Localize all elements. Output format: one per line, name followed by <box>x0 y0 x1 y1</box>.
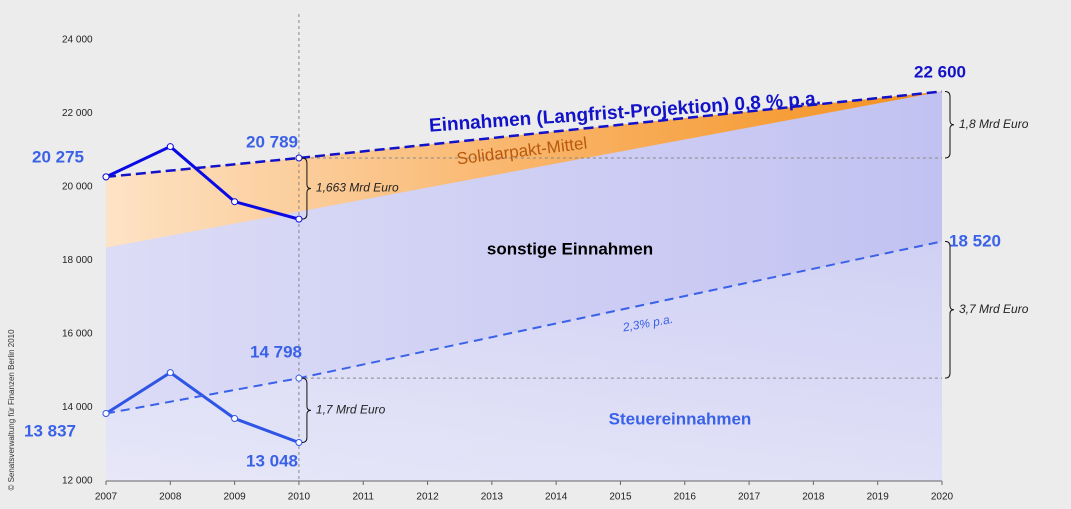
point <box>102 173 110 181</box>
y-tick-label: 20 000 <box>62 182 93 193</box>
x-tick-label: 2020 <box>931 492 954 503</box>
y-tick-label: 18 000 <box>62 255 93 266</box>
point <box>231 415 239 423</box>
series-label: sonstige Einnahmen <box>487 239 653 258</box>
projection-line <box>105 90 943 179</box>
series-label: Steuereinnahmen <box>609 409 752 428</box>
value-label: 14 798 <box>250 342 302 361</box>
source: © Senatsverwaltung für Finanzen Berlin 2… <box>7 329 16 491</box>
value-label: 13 837 <box>24 421 76 440</box>
area-steuer <box>106 241 942 481</box>
value-label: 18 520 <box>949 231 1001 250</box>
y-tick-label: 16 000 <box>62 329 93 340</box>
x-tick-label: 2016 <box>674 492 697 503</box>
brace <box>301 377 311 443</box>
x-tick-label: 2013 <box>481 492 504 503</box>
value-label: 13 048 <box>246 451 298 470</box>
point <box>295 154 303 162</box>
y-tick-label: 14 000 <box>62 402 93 413</box>
point <box>166 369 174 377</box>
x-tick-label: 2015 <box>609 492 632 503</box>
brace <box>944 240 955 379</box>
value-label: 22 600 <box>914 62 966 81</box>
x-tick-label: 2014 <box>545 492 568 503</box>
x-tick-label: 2017 <box>738 492 761 503</box>
point <box>102 409 110 417</box>
brace-label: 1,7 Mrd Euro <box>316 403 386 417</box>
x-tick-label: 2018 <box>802 492 825 503</box>
x-tick-label: 2012 <box>416 492 439 503</box>
point <box>231 198 239 206</box>
y-tick-label: 22 000 <box>62 108 93 119</box>
x-tick-label: 2008 <box>159 492 182 503</box>
point <box>295 438 303 446</box>
x-tick-label: 2010 <box>288 492 311 503</box>
brace <box>944 90 955 159</box>
x-tick-label: 2011 <box>352 492 374 503</box>
point <box>295 374 303 382</box>
x-tick-label: 2007 <box>95 492 118 503</box>
value-label: 20 789 <box>246 132 298 151</box>
x-tick-label: 2019 <box>867 492 890 503</box>
brace <box>301 157 311 220</box>
area-solidarpakt <box>106 91 942 248</box>
actual-line <box>105 144 300 221</box>
point <box>166 143 174 151</box>
brace-label: 3,7 Mrd Euro <box>959 302 1029 316</box>
y-tick-label: 12 000 <box>62 476 93 487</box>
y-tick-label: 24 000 <box>62 35 93 46</box>
x-tick-label: 2009 <box>223 492 246 503</box>
brace-label: 1,663 Mrd Euro <box>316 181 399 195</box>
value-label: 20 275 <box>32 147 84 166</box>
point <box>295 215 303 223</box>
brace-label: 1,8 Mrd Euro <box>959 117 1029 131</box>
